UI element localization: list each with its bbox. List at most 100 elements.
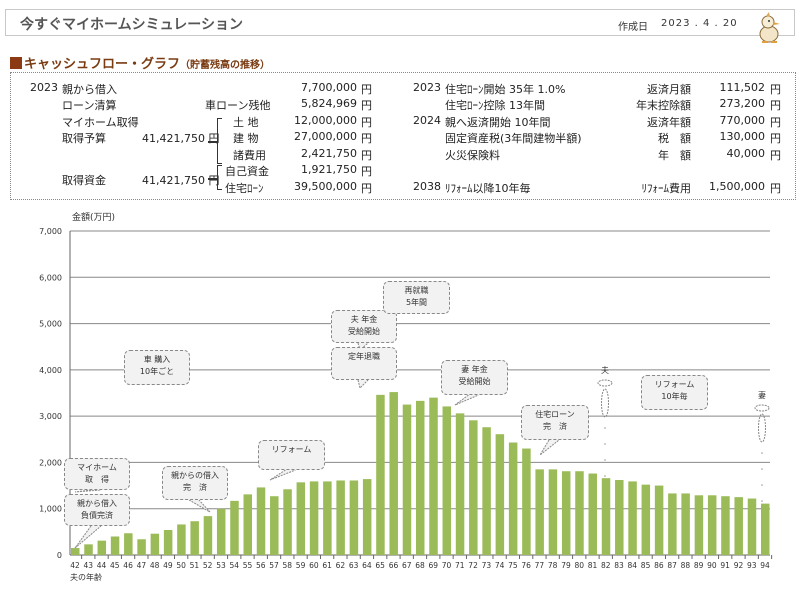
bar-47 (137, 539, 146, 555)
bar-42 (71, 548, 80, 555)
x-tick-label: 49 (163, 561, 173, 570)
info-box (10, 72, 796, 200)
right-row-item: 税 額 (658, 132, 691, 145)
right-row-unit: 円 (770, 182, 781, 195)
callout-tail (74, 489, 102, 493)
bar-87 (668, 493, 677, 555)
annotation-callout: 夫 年金 受給開始 (331, 310, 397, 343)
x-tick-label: 84 (628, 561, 638, 570)
section-subtitle: （貯蓄残高の推移） (180, 60, 271, 71)
x-tick-label: 68 (415, 561, 425, 570)
right-row-label: 火災保険料 (445, 149, 500, 162)
x-tick-label: 52 (203, 561, 213, 570)
bar-94 (761, 503, 770, 555)
bar-80 (575, 471, 584, 555)
x-tick-label: 63 (349, 561, 359, 570)
callout-line: 完 済 (543, 422, 567, 431)
x-tick-label: 51 (190, 561, 200, 570)
x-tick-label: 79 (561, 561, 571, 570)
left-row-label: 取得資金 (62, 174, 106, 187)
callout-line: リフォーム (271, 445, 312, 454)
bar-44 (97, 540, 107, 555)
x-tick-label: 69 (428, 561, 438, 570)
right-row-label: 固定資産税(3年間建物半額) (445, 132, 582, 145)
x-tick-label: 48 (150, 561, 160, 570)
dotted-line (761, 452, 763, 454)
right-row-unit: 円 (770, 149, 781, 162)
left-row-sub: 自己資金 (225, 165, 269, 178)
x-tick-label: 56 (256, 561, 266, 570)
bar-64 (362, 479, 372, 555)
right-row-unit: 円 (770, 99, 781, 112)
x-tick-label: 83 (614, 561, 624, 570)
bar-73 (482, 427, 491, 555)
left-row-unit: 円 (361, 149, 372, 162)
right-row-amount: 770,000 (719, 114, 766, 127)
callout-tail (74, 525, 102, 549)
right-row-amount: 130,000 (719, 130, 766, 143)
callout-line: 親からの借入 (171, 471, 219, 480)
bar-43 (84, 544, 93, 555)
right-row-item: ﾘﾌｫｰﾑ費用 (641, 182, 692, 195)
x-tick-label: 76 (521, 561, 531, 570)
ghost-figure-icon (601, 388, 609, 418)
x-tick-label: 75 (508, 561, 518, 570)
y-tick-label: 4,000 (39, 366, 62, 375)
annotation-callout: 妻 年金 受給開始 (441, 360, 508, 395)
bar-77 (535, 469, 544, 555)
bar-59 (296, 482, 306, 555)
callout-tail (269, 469, 296, 481)
left-row-unit: 円 (361, 165, 372, 178)
x-tick-label: 80 (574, 561, 584, 570)
annotation-callout: 親からの借入完 済 (162, 466, 228, 500)
bar-86 (654, 485, 664, 555)
left-row-sub: 土 地 (233, 116, 259, 129)
halo-icon (754, 404, 770, 412)
funds-amount: 41,421,750 円 (142, 174, 220, 187)
y-tick-label: 0 (57, 551, 62, 560)
callout-line: 夫 年金 (350, 315, 378, 324)
bar-82 (601, 478, 611, 555)
dotted-line (604, 459, 606, 461)
annotation-callout: 定年退職 (331, 347, 397, 380)
bar-67 (402, 404, 412, 555)
section-title-text: キャッシュフロー・グラフ (24, 57, 181, 72)
left-row-unit: 円 (361, 116, 372, 129)
app-title: 今すぐマイホームシミュレーション (20, 17, 244, 33)
callout-line: 10年毎 (661, 392, 688, 401)
x-tick-label: 93 (747, 561, 757, 570)
annotation-callout: リフォーム 10年毎 (641, 375, 708, 410)
title-bar: 今すぐマイホームシミュレーション 作成日 2023 . 4 . 20 (5, 9, 795, 43)
left-row-label: 取得予算 (62, 132, 106, 145)
x-tick-label: 53 (216, 561, 226, 570)
x-tick-label: 92 (734, 561, 744, 570)
callout-line: 10年ごと (139, 367, 175, 376)
bar-57 (270, 496, 279, 555)
x-tick-label: 62 (336, 561, 346, 570)
bar-71 (455, 413, 465, 555)
y-tick-label: 7,000 (39, 227, 62, 236)
section-title: キャッシュフロー・グラフ（貯蓄残高の推移） (10, 53, 270, 72)
x-tick-label: 89 (694, 561, 704, 570)
x-tick-label: 59 (296, 561, 306, 570)
callout-line: マイホーム (77, 463, 117, 472)
x-tick-label: 87 (667, 561, 677, 570)
y-axis-label: 金額(万円) (72, 211, 115, 223)
dotted-line (761, 484, 763, 486)
left-row-unit: 円 (361, 99, 372, 112)
x-tick-label: 60 (309, 561, 319, 570)
annotation-callout: 車 購入 10年ごと (124, 350, 190, 385)
x-tick-label: 77 (535, 561, 545, 570)
x-tick-label: 61 (322, 561, 332, 570)
y-tick-label: 6,000 (39, 273, 62, 282)
x-tick-label: 88 (681, 561, 691, 570)
right-row-amount: 40,000 (726, 147, 766, 160)
callout-line: 負債完済 (81, 511, 113, 520)
dotted-line (604, 475, 606, 477)
marker-label-1: 妻 (758, 390, 766, 400)
bar-54 (230, 500, 239, 555)
right-row-unit: 円 (770, 116, 781, 129)
bracket-tick (208, 177, 217, 180)
bar-53 (216, 508, 226, 555)
callout-tail (454, 394, 479, 406)
